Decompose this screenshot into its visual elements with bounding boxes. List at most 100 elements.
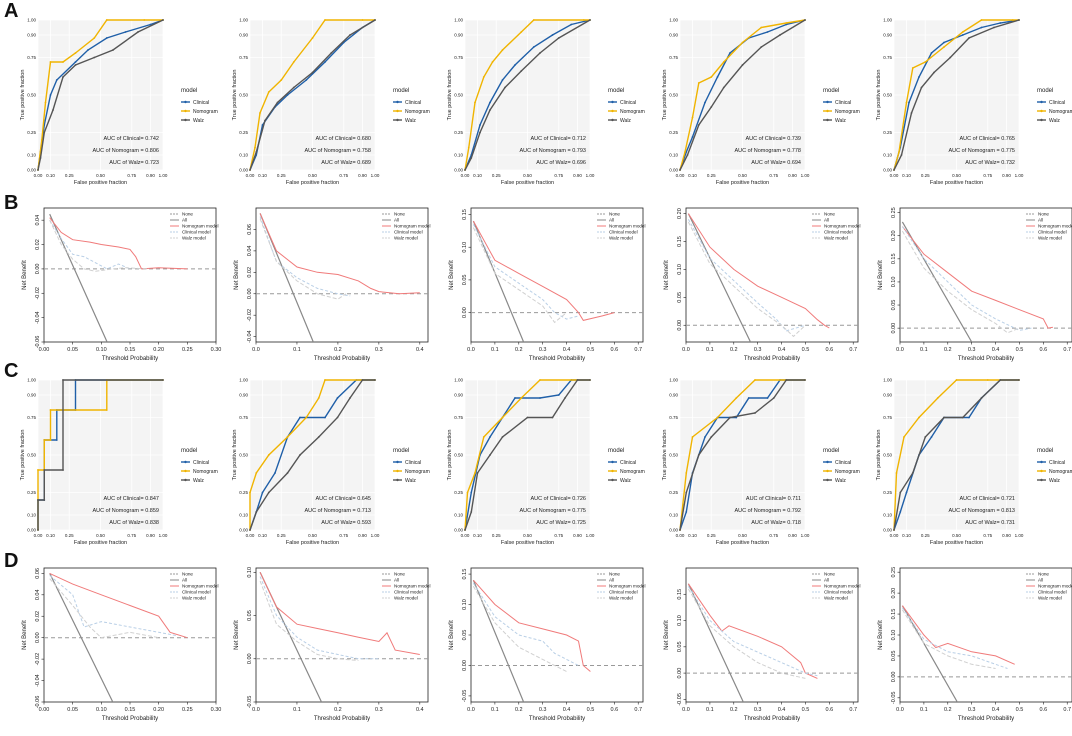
roc-point-walz	[311, 71, 314, 74]
x-tick-label: 0.10	[258, 533, 267, 538]
legend-label-clinical-model: Clinical model	[1038, 230, 1067, 235]
y-tick-label: 0.50	[27, 453, 36, 458]
y-tick-label: -0.05	[677, 693, 683, 706]
x-tick-label: 0.75	[983, 533, 992, 538]
roc-point-clinical	[274, 472, 276, 474]
x-tick-label: 0.0	[467, 347, 475, 353]
legend-label-all: All	[609, 578, 614, 583]
x-tick-label: 0.2	[515, 347, 523, 353]
roc-point-nomogram	[74, 52, 77, 54]
auc-clinical: AUC of Clinical= 0.711	[746, 496, 801, 502]
roc-point-nomogram	[918, 416, 920, 419]
x-tick-label: 0.90	[358, 533, 367, 538]
legend-dot-walz	[826, 478, 829, 482]
x-tick-label: 1.00	[801, 173, 810, 178]
roc-line-nomogram	[464, 379, 590, 531]
roc-point-walz	[470, 157, 473, 159]
x-tick-label: 0.0	[682, 347, 690, 353]
x-axis-label: False positive fraction	[930, 540, 983, 546]
y-tick-label: 0.90	[454, 393, 463, 398]
roc-chart: 0.000.000.100.100.250.250.500.500.750.75…	[232, 18, 430, 187]
y-tick-label: 0.25	[891, 567, 897, 578]
roc-point-walz	[137, 31, 139, 33]
legend-label-all: All	[394, 578, 399, 583]
x-axis-label: False positive fraction	[501, 180, 554, 186]
x-tick-label: 0.5	[587, 347, 595, 353]
y-tick-label: 0.02	[35, 239, 41, 250]
roc-point-walz	[968, 37, 970, 39]
dca-line-all	[687, 583, 744, 702]
dca-lines	[900, 221, 1072, 342]
x-tick-label: 0.00	[39, 707, 50, 713]
y-tick-label: 0.00	[35, 632, 41, 643]
y-tick-label: -0.02	[35, 653, 41, 666]
legend-label-walz-model: Walz model	[824, 236, 848, 241]
panel-b1: 0.00 0.05 0.10 0.15 0.20 0.25 0.30 -0.06 -0.04 -0…	[18, 196, 228, 376]
roc-line-walz	[249, 379, 375, 531]
y-tick-label: 0.90	[883, 393, 892, 398]
legend-label-nomogram-model: Nomogram model	[394, 584, 431, 589]
dca-chart: 0.0 0.1 0.2 0.3 0.4 0.5 0.6 0.7 -0.05 0.00 0.05 0.1…	[664, 567, 861, 722]
dca-lines	[44, 572, 216, 702]
y-tick-label: 0.00	[669, 168, 678, 173]
legend-dot-walz	[826, 118, 829, 122]
roc-point-nomogram	[685, 472, 688, 474]
roc-point-clinical	[704, 101, 706, 104]
x-tick-label: 0.2	[730, 347, 738, 353]
roc-point-walz	[62, 469, 64, 471]
roc-point-nomogram	[105, 409, 108, 411]
dca-line-clinical-model	[259, 216, 351, 297]
panel-b2: 0.0 0.1 0.2 0.3 0.4 -0.04 -0.02 0.00 0.02 0.04 0.0…	[230, 196, 440, 376]
x-tick-label: 0.25	[182, 347, 193, 353]
roc-point-walz	[539, 52, 541, 54]
x-tick-label: 0.50	[523, 173, 532, 178]
roc-point-walz	[479, 131, 481, 134]
y-tick-label: 0.04	[35, 215, 41, 226]
legend-label-clinical-model: Clinical model	[394, 230, 423, 235]
roc-point-walz	[43, 131, 46, 134]
roc-point-nomogram	[955, 379, 958, 381]
roc-point-walz	[112, 49, 114, 51]
roc-point-walz	[74, 64, 77, 66]
y-tick-label: 0.25	[891, 207, 897, 218]
x-tick-label: 0.00	[246, 533, 255, 538]
y-axis-label: True positive fraction	[662, 430, 668, 481]
roc-point-nomogram	[735, 397, 738, 399]
legend-title: model	[823, 88, 839, 94]
y-tick-label: 0.90	[454, 33, 463, 38]
x-tick-label: 0.2	[944, 707, 952, 713]
x-axis-label: False positive fraction	[74, 540, 127, 546]
roc-point-nomogram	[754, 379, 756, 381]
roc-point-walz	[679, 169, 681, 171]
x-tick-label: 0.7	[849, 707, 857, 713]
x-tick-label: 0.90	[1002, 173, 1011, 178]
y-tick-label: 0.25	[454, 490, 463, 495]
roc-point-walz	[249, 529, 251, 531]
x-axis-label: Threshold Probability	[529, 356, 585, 362]
legend-label-none: None	[1038, 572, 1049, 577]
roc-point-walz	[564, 397, 566, 399]
y-tick-label: 0.25	[27, 130, 36, 135]
legend-label-clinical: Clinical	[405, 460, 421, 466]
x-axis-label: Threshold Probability	[958, 356, 1014, 362]
y-tick-label: 0.00	[891, 672, 897, 683]
legend-dot-clinical	[1040, 460, 1043, 464]
roc-point-nomogram	[474, 472, 476, 474]
dca-line-walz-model	[472, 586, 567, 672]
auc-clinical: AUC of Clinical= 0.721	[960, 496, 1016, 502]
legend-label-walz-model: Walz model	[394, 236, 418, 241]
legend-label-walz: Walz	[1049, 118, 1060, 124]
legend-label-clinical-model: Clinical model	[182, 230, 211, 235]
y-tick-label: 0.90	[239, 33, 248, 38]
y-axis-label: True positive fraction	[447, 430, 453, 481]
roc-point-nomogram	[254, 146, 256, 149]
roc-point-nomogram	[62, 61, 64, 63]
roc-line-clinical	[464, 379, 590, 531]
dca-line-nomogram-model	[687, 213, 830, 329]
x-axis-label: False positive fraction	[74, 180, 127, 186]
y-tick-label: 0.90	[239, 393, 248, 398]
roc-point-walz	[37, 529, 39, 531]
roc-point-walz	[39, 157, 42, 159]
roc-point-clinical	[899, 511, 902, 513]
x-tick-label: 0.7	[1063, 707, 1071, 713]
